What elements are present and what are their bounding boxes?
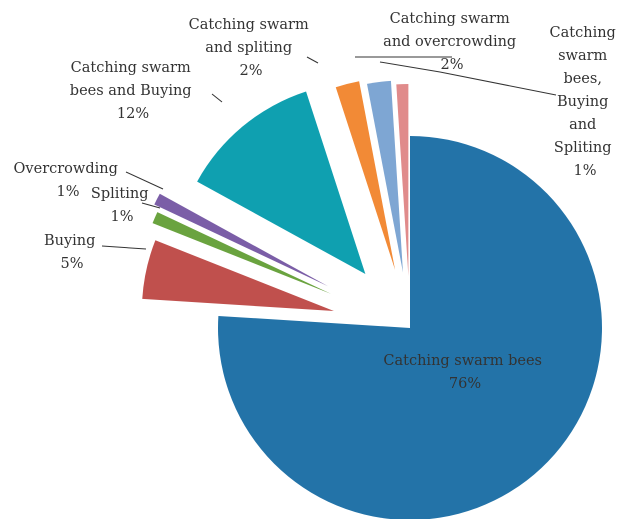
- pie-slice-buying: [142, 240, 334, 311]
- pie-slice-catching-swarm-bees-and-buying: [197, 91, 366, 275]
- pie-slice-spliting: [152, 212, 332, 294]
- pie-slice-catching-swarm-bees: [218, 136, 602, 519]
- pie-slices: [142, 80, 602, 519]
- data-labels: Catching swarm bees 76% Buying 5% Spliti…: [14, 11, 621, 392]
- label-catching-swarm-bees-and-buying: Catching swarm bees and Buying 12%: [70, 60, 196, 122]
- leader-line: [101, 245, 147, 250]
- label-catching-swarm-and-overcrowding: Catching swarm and overcrowding 2%: [383, 11, 521, 73]
- leader-lines: [101, 56, 557, 250]
- label-catching-swarm-and-spliting: Catching swarm and spliting 2%: [189, 17, 314, 79]
- leader-line: [379, 61, 557, 96]
- label-catching-swarm-bees: Catching swarm bees 76%: [383, 353, 546, 392]
- label-catching-swarm-bees-buying-and-spliting: Catching swarm bees, Buying and Spliting…: [550, 25, 621, 179]
- label-overcrowding: Overcrowding 1%: [14, 161, 123, 200]
- leader-line: [141, 202, 161, 209]
- pie-slice-overcrowding: [154, 193, 329, 287]
- leader-line: [306, 56, 319, 64]
- pie-slice-catching-swarm-bees-buying-and-spliting: [396, 84, 409, 277]
- label-buying: Buying 5%: [44, 233, 100, 272]
- pie-slice-catching-swarm-and-overcrowding: [367, 80, 403, 273]
- leader-line: [211, 93, 223, 103]
- label-spliting: Spliting 1%: [91, 186, 153, 225]
- pie-slice-catching-swarm-and-spliting: [335, 81, 396, 270]
- leader-line: [125, 171, 164, 190]
